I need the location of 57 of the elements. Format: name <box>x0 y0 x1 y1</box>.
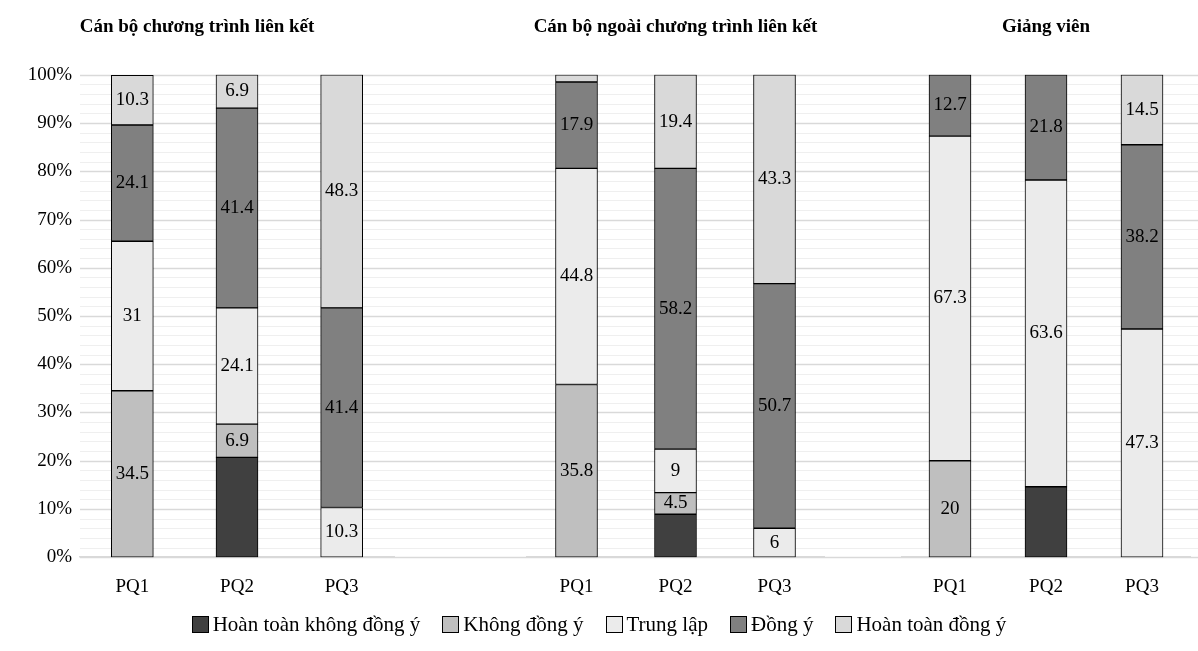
data-label: 63.6 <box>1029 321 1063 343</box>
legend-label: Trung lập <box>626 612 708 637</box>
data-label: 24.1 <box>115 171 149 193</box>
data-label: 38.2 <box>1125 224 1159 246</box>
y-tick-label: 10% <box>37 496 73 518</box>
data-label: 10.3 <box>325 520 359 542</box>
y-tick-label: 60% <box>37 255 73 277</box>
data-label: 47.3 <box>1125 431 1159 453</box>
data-label: 34.5 <box>115 461 149 483</box>
data-label: 10.3 <box>115 88 149 110</box>
data-label: 41.4 <box>220 195 255 217</box>
y-tick-label: 100% <box>27 62 73 84</box>
x-tick-label: PQ3 <box>1125 574 1159 596</box>
y-tick-label: 0% <box>46 545 73 567</box>
chart-title: Cán bộ ngoài chương trình liên kết <box>533 15 819 37</box>
data-label: 44.8 <box>559 264 594 286</box>
data-label: 31 <box>122 303 142 325</box>
y-tick-label: 80% <box>37 159 73 181</box>
data-label: 50.7 <box>757 393 792 415</box>
x-tick-label: PQ2 <box>220 574 254 596</box>
y-tick-label: 70% <box>37 207 73 229</box>
legend-label: Không đồng ý <box>463 612 584 637</box>
data-label: 41.4 <box>325 395 359 417</box>
data-label: 6.9 <box>225 428 249 450</box>
data-label: 4.5 <box>663 491 688 513</box>
data-label: 43.3 <box>757 167 792 189</box>
data-label: 58.2 <box>658 296 693 318</box>
data-label: 19.4 <box>658 109 693 131</box>
x-tick-label: PQ1 <box>559 574 594 596</box>
y-tick-label: 90% <box>37 111 73 133</box>
y-tick-label: 20% <box>37 448 73 470</box>
data-label: 17.9 <box>559 113 594 135</box>
x-tick-label: PQ2 <box>1029 574 1063 596</box>
x-tick-label: PQ1 <box>933 574 967 596</box>
data-label: 35.8 <box>559 458 594 480</box>
data-label: 9 <box>670 458 681 480</box>
chart-title: Cán bộ chương trình liên kết <box>79 15 315 37</box>
x-tick-label: PQ3 <box>324 574 359 596</box>
data-label: 21.8 <box>1029 115 1063 137</box>
legend-label: Đồng ý <box>751 612 814 637</box>
data-label: 67.3 <box>933 286 967 308</box>
x-tick-label: PQ3 <box>757 574 792 596</box>
y-tick-label: 50% <box>37 303 73 325</box>
data-label: 24.1 <box>220 353 254 375</box>
data-label: 6.9 <box>225 79 249 101</box>
data-label: 14.5 <box>1125 97 1159 119</box>
chart-title: Giảng viên <box>1001 15 1091 37</box>
x-tick-label: PQ2 <box>658 574 693 596</box>
data-label: 48.3 <box>325 179 359 201</box>
legend-label: Hoàn toàn đồng ý <box>856 612 1007 637</box>
data-label: 6 <box>769 530 780 552</box>
x-tick-label: PQ1 <box>115 574 150 596</box>
data-label: 12.7 <box>933 93 967 115</box>
y-tick-label: 30% <box>37 400 73 422</box>
data-label: 20 <box>940 496 960 518</box>
legend-label: Hoàn toàn không đồng ý <box>212 612 421 637</box>
y-tick-label: 40% <box>37 352 73 374</box>
